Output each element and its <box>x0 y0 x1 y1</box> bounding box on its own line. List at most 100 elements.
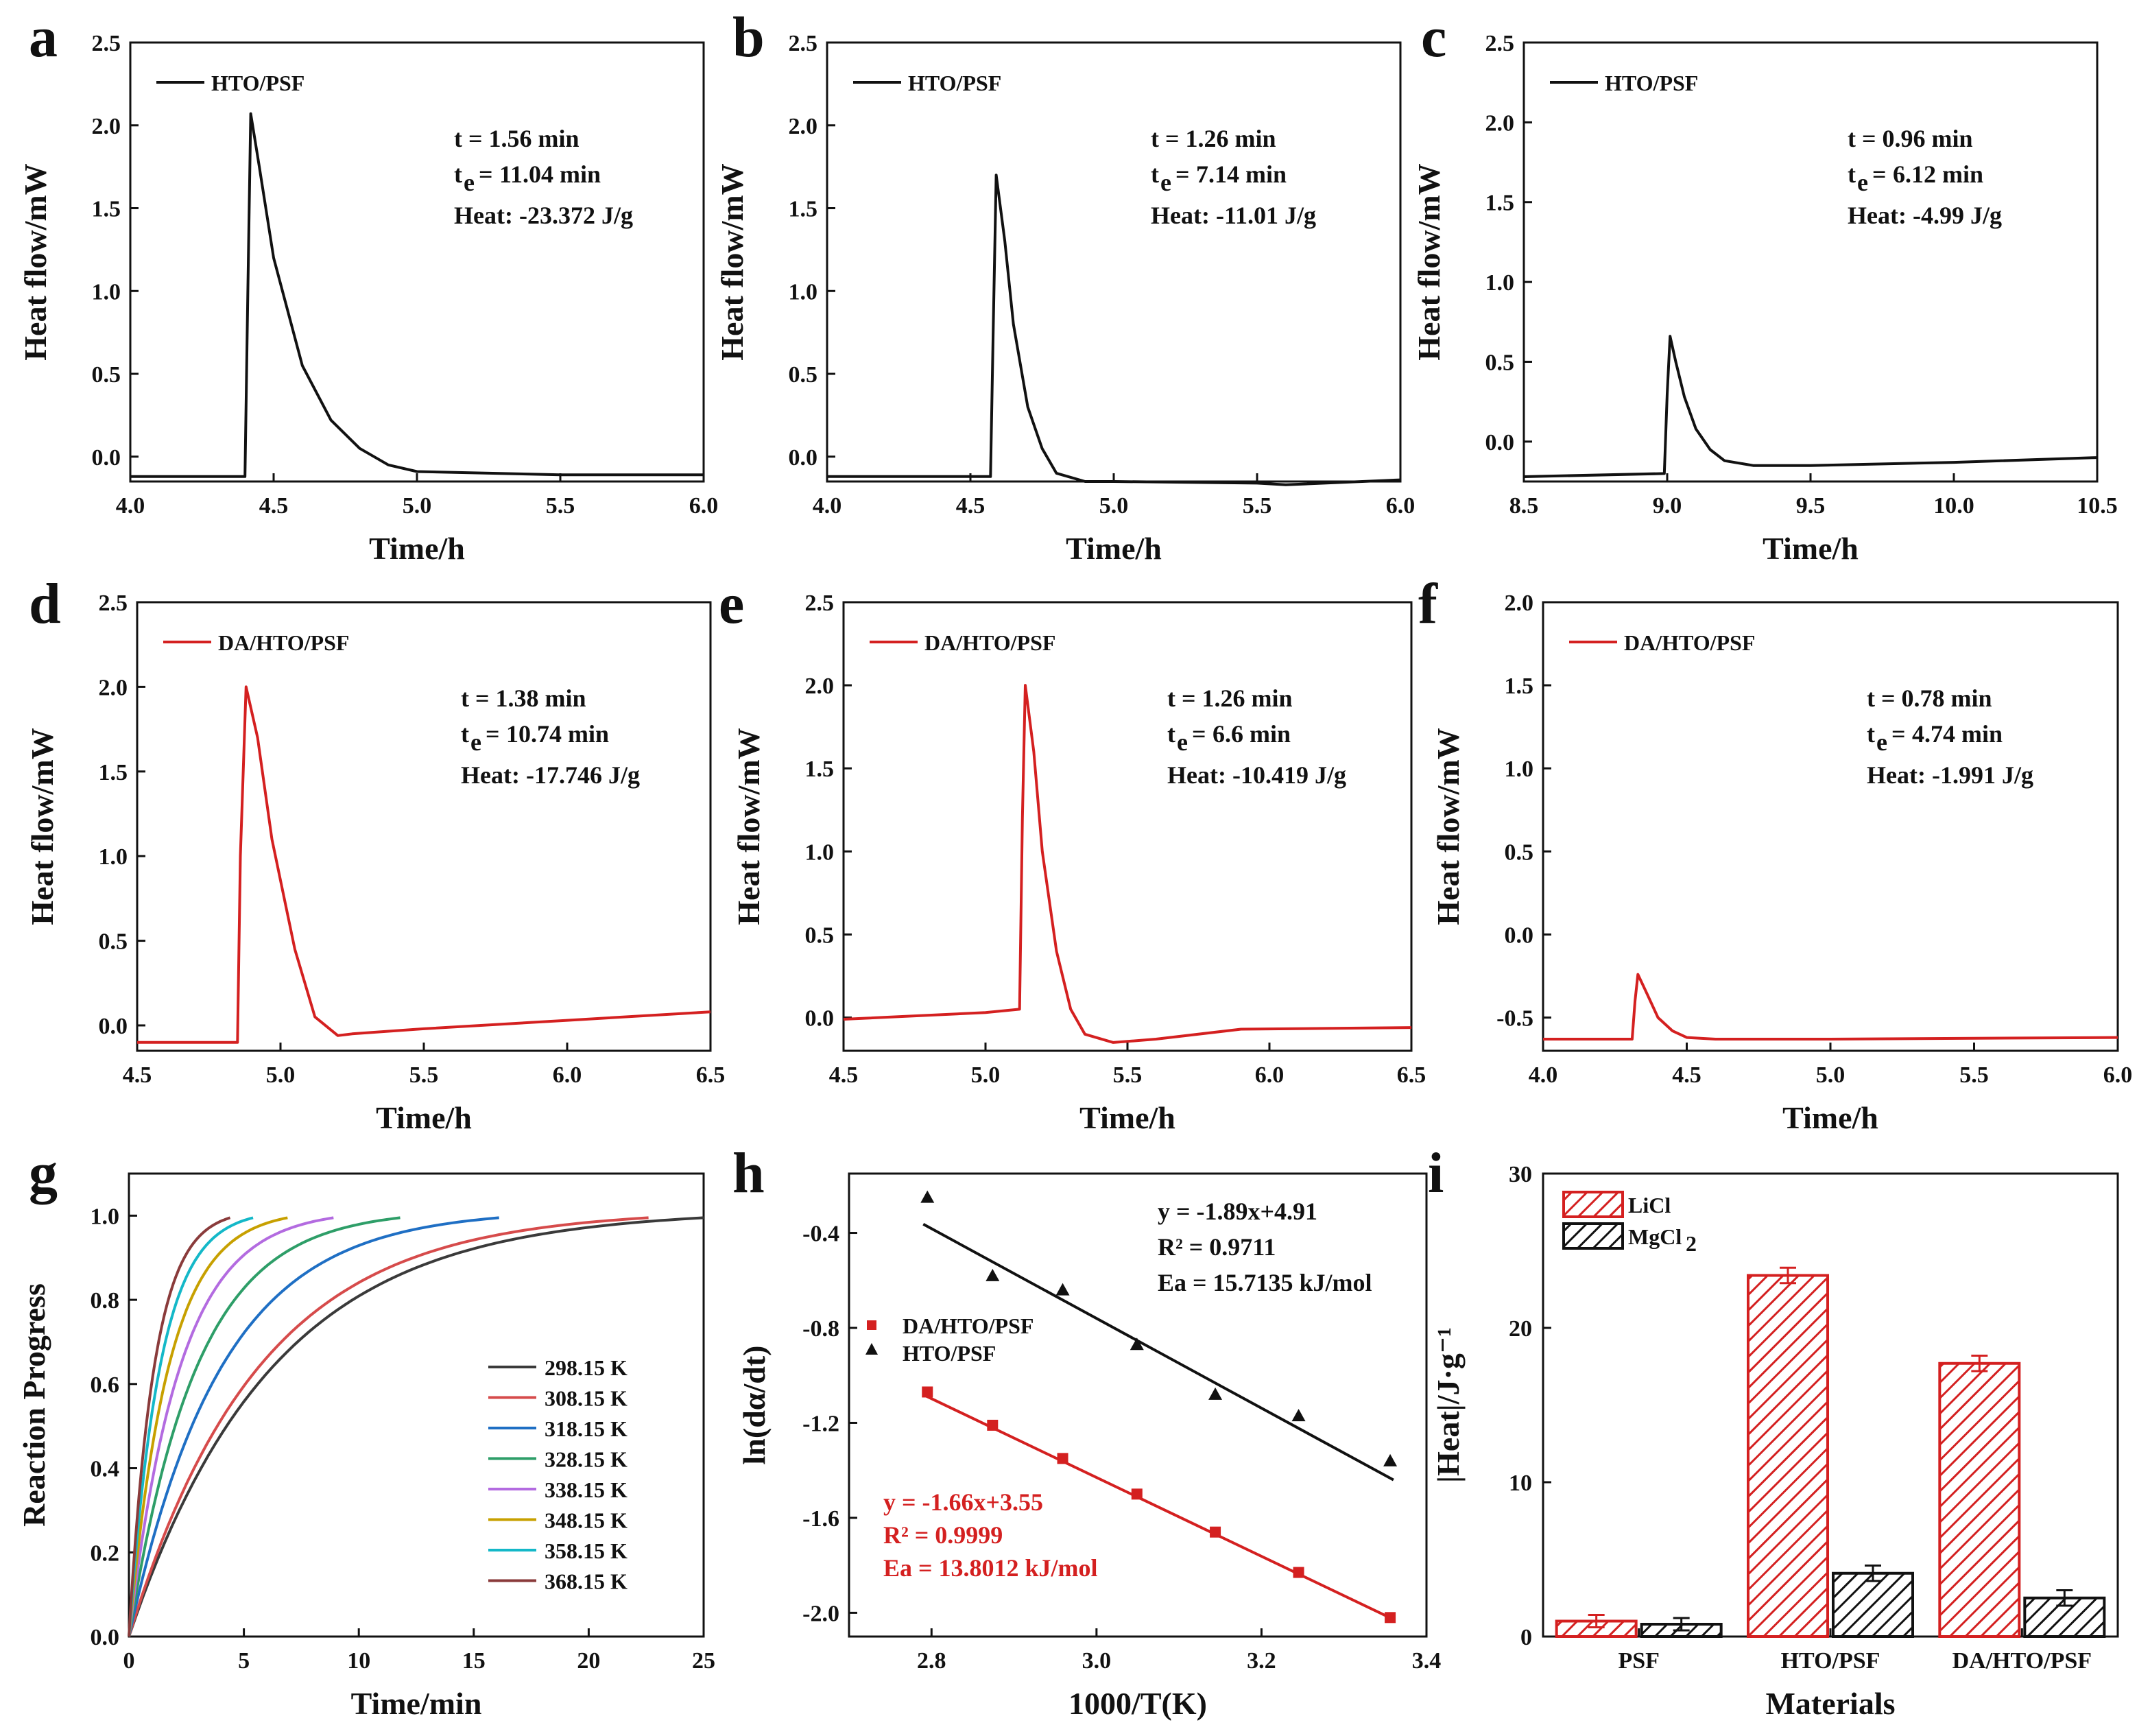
panel-e: e Time/h Heat flow/mW 4.5 5.0 5.5 6.0 6.5 0.0 0.5… <box>719 572 1426 1135</box>
annotation-te-equals: = <box>1872 160 1887 188</box>
legend-label: MgCl <box>1628 1224 1682 1249</box>
plot-frame <box>842 601 1413 1052</box>
annotation-te-subscript: e <box>470 728 481 756</box>
data-point <box>1208 1387 1223 1400</box>
fit-annotation: y = -1.89x+4.91 <box>1158 1198 1317 1225</box>
x-tick-label: 9.5 <box>1796 493 1826 519</box>
panel-label: d <box>29 572 61 636</box>
x-tick-label: PSF <box>1618 1648 1659 1674</box>
y-tick-label: 0.5 <box>1505 840 1534 865</box>
annotation-te: 10.74 min <box>506 720 609 748</box>
series-line <box>130 112 704 478</box>
plot-frame <box>136 601 712 1052</box>
fit-annotation: R² = 0.9711 <box>1158 1233 1276 1261</box>
x-tick-label: 4.0 <box>116 493 145 519</box>
plot-frame <box>128 1172 705 1638</box>
y-tick-label: 0 <box>1520 1625 1532 1650</box>
y-tick-label: -0.5 <box>1496 1006 1533 1032</box>
x-tick-label: 6.0 <box>1386 493 1416 519</box>
legend-marker <box>865 1343 878 1355</box>
x-tick-label: 5.0 <box>971 1062 1001 1088</box>
y-tick-label: 0.0 <box>805 1006 835 1032</box>
y-tick-label: 1.0 <box>1505 757 1534 782</box>
legend-label: 298.15 K <box>545 1355 628 1380</box>
series-line <box>128 1216 288 1637</box>
x-tick-label: 5.5 <box>546 493 575 519</box>
y-tick-label: 2.5 <box>789 31 818 56</box>
x-tick-label: 4.0 <box>1529 1062 1558 1088</box>
data-point <box>1383 1453 1398 1466</box>
x-tick-label: 25 <box>692 1648 715 1674</box>
legend-label: 308.15 K <box>545 1386 628 1411</box>
panel-b: b Time/h Heat flow/mW 4.0 4.5 5.0 5.5 6.0 0.0 0.5… <box>715 5 1415 566</box>
x-tick-label: 5 <box>238 1648 250 1674</box>
x-tick-label: 15 <box>462 1648 486 1674</box>
y-tick-label: 1.0 <box>91 1204 120 1229</box>
y-axis-label: Heat flow/mW <box>18 163 53 360</box>
plot-frame <box>1542 601 2119 1052</box>
y-tick-label: 0.6 <box>91 1372 120 1398</box>
x-tick-label: 4.5 <box>956 493 986 519</box>
panel-i: i Materials |Heat|/J·g⁻¹ 0 10 20 30 PSF HTO/PSF D… <box>1428 1141 2119 1721</box>
data-point <box>1210 1526 1221 1538</box>
annotation-t: t = 1.26 min <box>1151 125 1276 152</box>
y-tick-label: 20 <box>1509 1316 1532 1342</box>
panel-label: c <box>1421 5 1446 69</box>
y-tick-label: 0.4 <box>91 1457 120 1482</box>
x-axis-label: Time/h <box>369 531 465 566</box>
annotation-te: 6.6 min <box>1213 720 1291 748</box>
x-tick-label: 6.0 <box>553 1062 582 1088</box>
data-point <box>1385 1612 1396 1624</box>
x-tick-label: 8.5 <box>1509 493 1539 519</box>
series-line <box>827 174 1401 486</box>
y-tick-label: -0.4 <box>802 1222 839 1247</box>
legend-label: 318.15 K <box>545 1416 628 1441</box>
legend-label: DA/HTO/PSF <box>218 630 349 655</box>
panel-label: e <box>719 572 744 636</box>
y-tick-label: 0.0 <box>1505 923 1534 948</box>
y-tick-label: 0.0 <box>92 445 121 471</box>
annotation-t: t = 0.78 min <box>1867 685 1992 712</box>
y-axis-label: Reaction Progress <box>16 1283 51 1527</box>
legend-label: LiCl <box>1628 1193 1671 1217</box>
x-tick-label: 5.5 <box>409 1062 439 1088</box>
y-tick-label: 2.5 <box>92 31 121 56</box>
legend-label: HTO/PSF <box>903 1341 996 1366</box>
y-axis-label: Heat flow/mW <box>715 163 750 360</box>
annotation-te: 4.74 min <box>1912 720 2003 748</box>
bar <box>1938 1362 2021 1638</box>
y-tick-label: 1.0 <box>92 279 121 305</box>
x-tick-label: 5.0 <box>1816 1062 1846 1088</box>
series-line <box>128 1216 401 1637</box>
data-point <box>1057 1453 1068 1464</box>
x-axis-label: Materials <box>1765 1686 1895 1721</box>
fit-line <box>922 1223 1394 1482</box>
y-tick-label: 2.0 <box>1505 591 1534 616</box>
y-tick-label: 1.0 <box>99 844 128 870</box>
x-axis-label: Time/min <box>351 1686 482 1721</box>
legend-label: 348.15 K <box>545 1508 628 1533</box>
panel-f: f Time/h Heat flow/mW 4.0 4.5 5.0 5.5 6.0 -0.5 0.… <box>1418 572 2132 1135</box>
x-tick-label: DA/HTO/PSF <box>1952 1648 2092 1674</box>
y-tick-label: 0.5 <box>92 362 121 388</box>
legend-swatch <box>1562 1222 1624 1250</box>
x-tick-label: 6.0 <box>1255 1062 1285 1088</box>
x-tick-label: 4.0 <box>813 493 842 519</box>
x-tick-label: 5.5 <box>1243 493 1272 519</box>
fit-annotation: Ea = 15.7135 kJ/mol <box>1158 1269 1372 1296</box>
y-tick-label: 2.5 <box>805 591 835 616</box>
x-tick-label: 3.4 <box>1412 1648 1442 1674</box>
y-tick-label: 2.0 <box>92 114 121 139</box>
x-tick-label: 4.5 <box>829 1062 859 1088</box>
legend-marker <box>867 1320 876 1330</box>
annotation-te-subscript: e <box>1876 728 1887 756</box>
annotation-te-symbol: t <box>1151 160 1159 188</box>
x-tick-label: 10.5 <box>2077 493 2118 519</box>
x-axis-label: Time/h <box>1066 531 1162 566</box>
panel-label: f <box>1418 572 1438 636</box>
bar <box>1832 1571 1914 1638</box>
plot-frame <box>826 41 1402 483</box>
y-tick-label: 0.5 <box>99 929 128 955</box>
annotation-t: t = 1.38 min <box>461 685 586 712</box>
